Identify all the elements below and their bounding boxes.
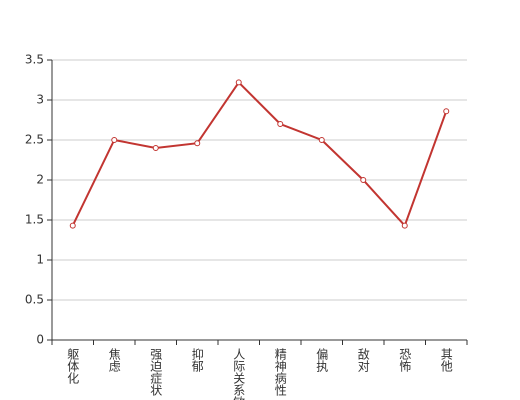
point xyxy=(152,145,159,151)
x-tick-label: 躯体化 xyxy=(66,347,80,385)
x-tick-label: 强迫症状 xyxy=(149,348,163,396)
y-tick-label: 0.5 xyxy=(25,293,44,307)
point xyxy=(277,121,284,127)
x-tick-label: 其他 xyxy=(439,348,453,372)
point xyxy=(443,108,450,115)
x-tick-label: 人际关系敏感 xyxy=(232,348,246,400)
point xyxy=(360,177,367,183)
y-tick-label: 2.5 xyxy=(25,133,44,147)
y-tick-label: 1 xyxy=(36,253,44,267)
y-tick-label: 3.5 xyxy=(25,53,44,67)
point xyxy=(235,79,242,86)
point xyxy=(69,222,76,229)
x-tick-label: 焦虑 xyxy=(107,348,121,372)
x-tick-label: 精神病性 xyxy=(273,348,287,397)
point xyxy=(318,137,325,143)
x-tick-label: 敌对 xyxy=(356,347,370,372)
line xyxy=(71,80,448,228)
y-tick-label: 1.5 xyxy=(25,213,44,227)
x-tick-label: 恐怖 xyxy=(398,348,412,372)
y-tick-label: 3 xyxy=(36,93,44,107)
y-tick-label: 0 xyxy=(36,333,44,347)
point xyxy=(401,222,408,229)
y-tick-label: 2 xyxy=(36,173,44,187)
point xyxy=(194,140,201,147)
x-tick-label: 偏执 xyxy=(315,347,329,373)
point xyxy=(111,137,118,143)
x-tick-label: 抑郁 xyxy=(190,347,204,373)
